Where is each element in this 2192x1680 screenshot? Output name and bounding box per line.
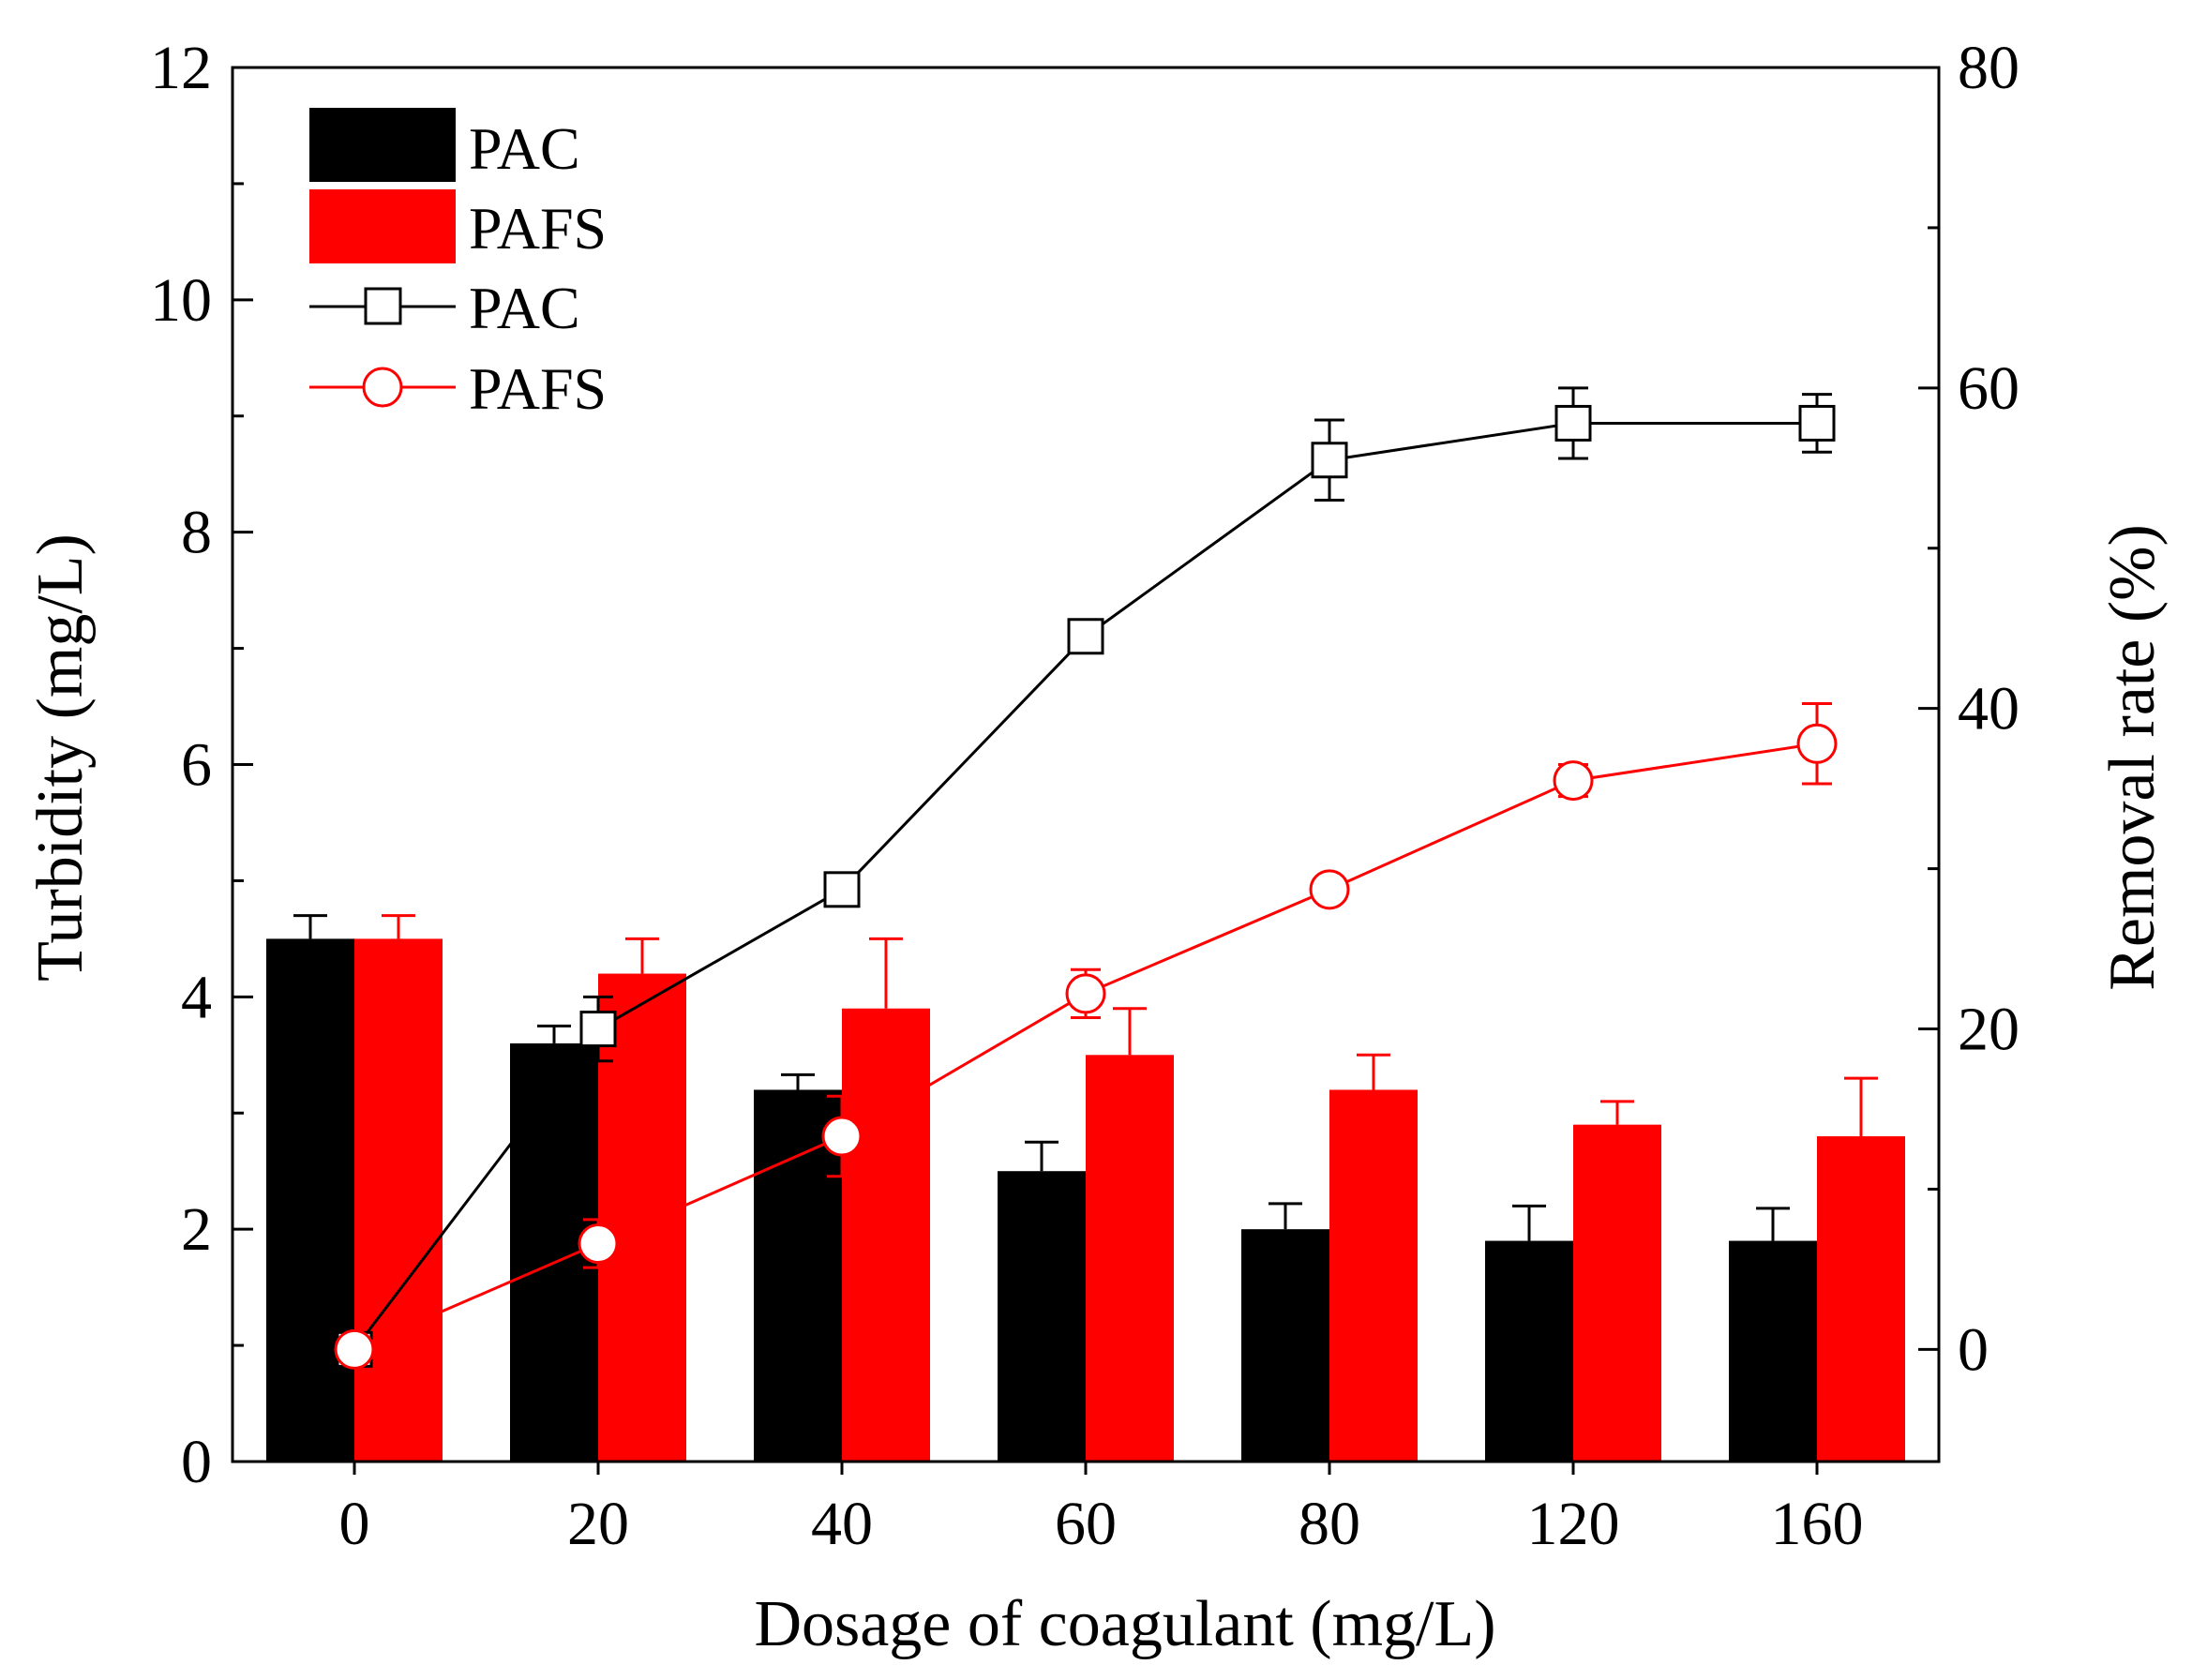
point-pac-120 xyxy=(1554,404,1592,442)
y2-tick-label-80: 80 xyxy=(1958,34,2019,102)
y2-tick-label-40: 40 xyxy=(1958,675,2019,743)
y-axis-title: Turbidity (mg/L) xyxy=(24,533,97,982)
legend-label-bar-pafs: PAFS xyxy=(469,195,607,262)
bars-layer xyxy=(266,914,1905,1462)
bar-pafs-40 xyxy=(842,1008,930,1462)
y-tick-label-2: 2 xyxy=(181,1195,212,1264)
point-pafs-60 xyxy=(1065,973,1106,1014)
point-pafs-0 xyxy=(334,1328,375,1370)
bar-pafs-80 xyxy=(1329,1089,1418,1462)
bar-pac-80 xyxy=(1241,1229,1329,1462)
legend-label-line-pafs: PAFS xyxy=(469,355,607,422)
point-pac-160 xyxy=(1798,404,1836,442)
bar-pac-160 xyxy=(1729,1240,1817,1462)
lines-layer xyxy=(334,386,1838,1370)
legend-marker-pafs xyxy=(362,367,403,408)
y-tick-label-8: 8 xyxy=(181,499,212,567)
bar-pafs-120 xyxy=(1573,1124,1661,1462)
y-tick-label-12: 12 xyxy=(150,34,212,102)
point-pafs-160 xyxy=(1796,723,1838,764)
bar-pac-120 xyxy=(1485,1240,1573,1462)
y-tick-label-10: 10 xyxy=(150,266,212,335)
bar-pafs-0 xyxy=(354,938,443,1462)
bar-pac-0 xyxy=(266,938,354,1462)
legend-label-bar-pac: PAC xyxy=(469,115,580,182)
point-pafs-80 xyxy=(1309,869,1350,910)
x-tick-label-160: 160 xyxy=(1771,1490,1864,1558)
legend-label-line-pac: PAC xyxy=(469,275,580,341)
bar-pac-60 xyxy=(998,1171,1086,1462)
x-tick-label-60: 60 xyxy=(1055,1490,1117,1558)
x-tick-label-80: 80 xyxy=(1299,1490,1360,1558)
x-tick-label-0: 0 xyxy=(339,1490,370,1558)
bar-pafs-60 xyxy=(1086,1055,1174,1462)
y-tick-label-6: 6 xyxy=(181,731,212,800)
y-tick-label-0: 0 xyxy=(181,1428,212,1496)
bar-pafs-160 xyxy=(1817,1136,1905,1462)
legend: PAC PAFS PAC PAFS xyxy=(309,108,607,422)
point-pac-80 xyxy=(1311,442,1348,479)
legend-swatch-bar-pac xyxy=(309,108,456,182)
y2-axis-title: Removal rate (%) xyxy=(2096,524,2169,991)
point-pac-40 xyxy=(823,871,861,908)
x-tick-label-20: 20 xyxy=(567,1490,629,1558)
y2-tick-label-60: 60 xyxy=(1958,354,2019,423)
bar-pac-40 xyxy=(754,1089,842,1462)
point-pac-20 xyxy=(579,1011,617,1048)
legend-marker-pac xyxy=(364,287,402,325)
y2-tick-label-0: 0 xyxy=(1958,1315,1989,1384)
bar-pafs-20 xyxy=(598,973,686,1462)
point-pafs-40 xyxy=(821,1116,863,1157)
x-tick-label-120: 120 xyxy=(1527,1490,1620,1558)
legend-swatch-bar-pafs xyxy=(309,189,456,263)
point-pafs-20 xyxy=(578,1223,619,1265)
point-pafs-120 xyxy=(1553,760,1594,802)
y-tick-label-4: 4 xyxy=(181,963,212,1031)
point-pac-60 xyxy=(1067,618,1104,655)
x-tick-label-40: 40 xyxy=(811,1490,873,1558)
x-axis-title: Dosage of coagulant (mg/L) xyxy=(754,1588,1495,1660)
y2-tick-label-20: 20 xyxy=(1958,996,2019,1064)
